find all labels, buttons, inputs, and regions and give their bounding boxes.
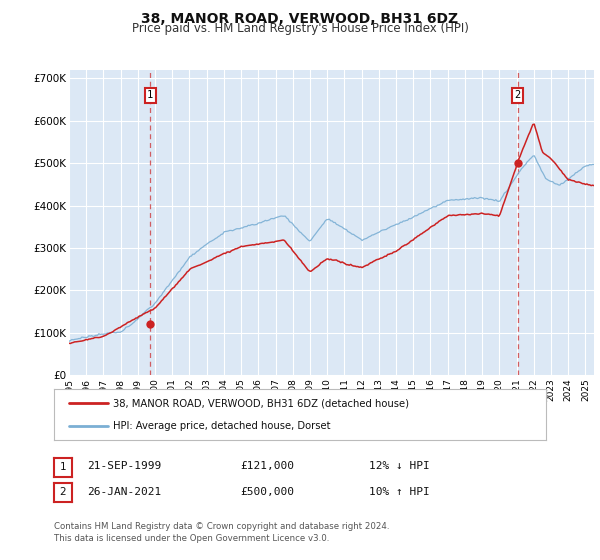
Text: 2: 2 — [59, 487, 67, 497]
Text: £121,000: £121,000 — [240, 461, 294, 472]
Text: 26-JAN-2021: 26-JAN-2021 — [87, 487, 161, 497]
Text: 21-SEP-1999: 21-SEP-1999 — [87, 461, 161, 472]
Text: Price paid vs. HM Land Registry's House Price Index (HPI): Price paid vs. HM Land Registry's House … — [131, 22, 469, 35]
Text: 1: 1 — [59, 462, 67, 472]
Text: 10% ↑ HPI: 10% ↑ HPI — [369, 487, 430, 497]
Text: £500,000: £500,000 — [240, 487, 294, 497]
Text: 12% ↓ HPI: 12% ↓ HPI — [369, 461, 430, 472]
Text: 38, MANOR ROAD, VERWOOD, BH31 6DZ: 38, MANOR ROAD, VERWOOD, BH31 6DZ — [142, 12, 458, 26]
Text: HPI: Average price, detached house, Dorset: HPI: Average price, detached house, Dors… — [113, 422, 331, 432]
Text: 1: 1 — [147, 90, 154, 100]
Text: 38, MANOR ROAD, VERWOOD, BH31 6DZ (detached house): 38, MANOR ROAD, VERWOOD, BH31 6DZ (detac… — [113, 398, 409, 408]
Text: Contains HM Land Registry data © Crown copyright and database right 2024.
This d: Contains HM Land Registry data © Crown c… — [54, 522, 389, 543]
Text: 2: 2 — [515, 90, 521, 100]
